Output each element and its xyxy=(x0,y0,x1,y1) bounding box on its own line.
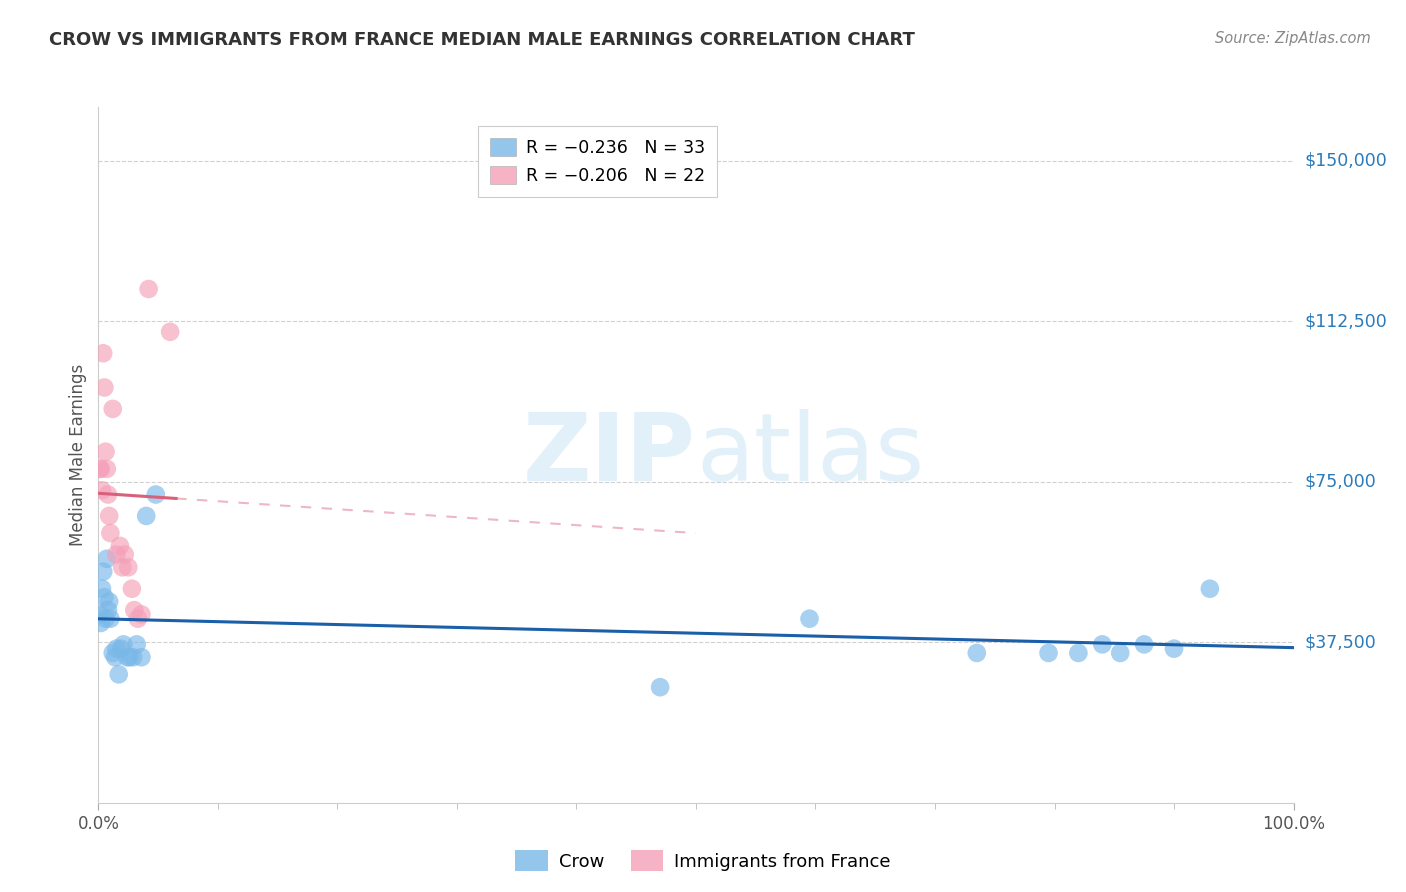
Point xyxy=(94,612,117,626)
Point xyxy=(117,560,139,574)
Text: $37,500: $37,500 xyxy=(1305,633,1376,651)
Point xyxy=(159,325,181,339)
Text: CROW VS IMMIGRANTS FROM FRANCE MEDIAN MALE EARNINGS CORRELATION CHART: CROW VS IMMIGRANTS FROM FRANCE MEDIAN MA… xyxy=(49,31,915,49)
Point xyxy=(90,462,112,476)
Point xyxy=(89,607,111,622)
Point xyxy=(101,646,124,660)
Point xyxy=(96,551,118,566)
Point xyxy=(108,539,131,553)
Point xyxy=(121,582,143,596)
Point xyxy=(93,380,115,394)
Point xyxy=(89,462,111,476)
Text: ZIP: ZIP xyxy=(523,409,696,501)
Point xyxy=(91,346,114,360)
Point xyxy=(111,560,134,574)
Text: $112,500: $112,500 xyxy=(1305,312,1388,330)
Point xyxy=(107,667,129,681)
Point xyxy=(96,462,118,476)
Legend: R = −0.236   N = 33, R = −0.206   N = 22: R = −0.236 N = 33, R = −0.206 N = 22 xyxy=(478,126,717,196)
Point xyxy=(1163,641,1185,656)
Point xyxy=(105,641,128,656)
Point xyxy=(114,548,136,562)
Y-axis label: Median Male Earnings: Median Male Earnings xyxy=(69,364,87,546)
Point xyxy=(1198,582,1220,596)
Text: atlas: atlas xyxy=(696,409,924,501)
Point xyxy=(145,487,167,501)
Point xyxy=(98,594,121,608)
Point xyxy=(127,612,149,626)
Point xyxy=(131,650,153,665)
Point xyxy=(131,607,153,622)
Point xyxy=(1067,646,1090,660)
Point xyxy=(93,591,115,605)
Point xyxy=(124,603,146,617)
Point xyxy=(115,650,138,665)
Point xyxy=(966,646,988,660)
Point xyxy=(138,282,160,296)
Text: $150,000: $150,000 xyxy=(1305,152,1388,169)
Point xyxy=(122,650,145,665)
Text: Source: ZipAtlas.com: Source: ZipAtlas.com xyxy=(1215,31,1371,46)
Point xyxy=(91,565,114,579)
Point xyxy=(799,612,821,626)
Point xyxy=(1091,637,1114,651)
Point xyxy=(91,582,114,596)
Point xyxy=(98,508,121,523)
Point xyxy=(97,487,120,501)
Point xyxy=(104,650,127,665)
Point xyxy=(110,641,132,656)
Point xyxy=(94,444,117,458)
Point xyxy=(1133,637,1156,651)
Point xyxy=(98,612,122,626)
Point xyxy=(118,650,141,665)
Legend: Crow, Immigrants from France: Crow, Immigrants from France xyxy=(508,843,898,879)
Point xyxy=(101,401,124,416)
Point xyxy=(112,637,135,651)
Point xyxy=(105,548,128,562)
Point xyxy=(125,637,148,651)
Point xyxy=(98,526,122,541)
Point xyxy=(90,615,112,630)
Point xyxy=(135,508,157,523)
Point xyxy=(648,680,672,694)
Point xyxy=(91,483,114,498)
Point xyxy=(1109,646,1132,660)
Text: $75,000: $75,000 xyxy=(1305,473,1376,491)
Point xyxy=(1038,646,1060,660)
Point xyxy=(97,603,120,617)
